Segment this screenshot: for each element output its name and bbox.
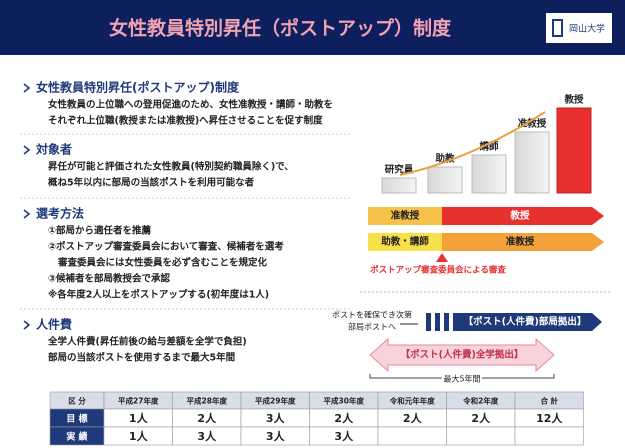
- table-header: 平成29年度: [255, 396, 296, 406]
- university-arrow: [369, 337, 555, 373]
- rank-bar: [471, 154, 507, 194]
- from-label: 准教授: [391, 210, 420, 222]
- table-value: 2人: [334, 411, 354, 425]
- rise-curve: [399, 111, 546, 176]
- from-label: 助教・講師: [381, 236, 429, 248]
- table-header: 令和2年度: [462, 396, 499, 406]
- table-header: 平成28年度: [187, 396, 228, 406]
- section-line: ②ポストアップ審査委員会において審査、候補者を選考: [48, 241, 284, 253]
- bullet-arrow: [23, 145, 31, 155]
- stripe: [444, 313, 449, 331]
- table-value: 3人: [334, 429, 354, 443]
- stripe: [426, 313, 431, 331]
- section-line: ※各年度2人以上をポストアップする(初年度は1人): [48, 289, 269, 301]
- section-line: 部局の当該ポストを使用するまで最大5年間: [48, 352, 235, 364]
- table-value: 1人: [129, 411, 149, 425]
- stripe: [435, 313, 440, 331]
- table-value: 12人: [536, 411, 563, 425]
- section-line: ①部局から適任者を推薦: [48, 225, 152, 237]
- rank-bar: [427, 166, 463, 194]
- transfer-line: ポストを確保でき次第: [332, 310, 412, 320]
- title: 女性教員特別昇任（ポストアップ）制度: [109, 17, 452, 40]
- sections: 女性教員特別昇任(ポストアップ)制度女性教員の上位職への登用促進のため、女性准教…: [20, 80, 350, 364]
- rank-label: 助教: [435, 153, 455, 165]
- table-header: 合 計: [540, 396, 558, 406]
- bullet-arrow: [23, 83, 31, 93]
- section-line: 概ね5年以内に部局の当該ポストを利用可能な者: [48, 177, 255, 189]
- logo-text: 岡山大学: [569, 23, 605, 35]
- table-value: 3人: [197, 429, 217, 443]
- to-label: 教授: [509, 210, 530, 222]
- pointer: [436, 253, 448, 262]
- section-heading: 女性教員特別昇任(ポストアップ)制度: [36, 80, 240, 95]
- section-line: それぞれ上位職(教授または准教授)へ昇任させることを促す制度: [48, 115, 323, 127]
- section-line: 昇任が可能と評価された女性教員(特別契約職員除く)で、: [48, 161, 294, 173]
- bullet-arrow: [23, 209, 31, 219]
- rank-bar: [556, 107, 592, 194]
- table-cell: [446, 426, 516, 446]
- rank-bars: 研究員 助教 講師 准教授 教授: [381, 94, 592, 194]
- section-line: 全学人件費(昇任前後の給与差額を全学で負担): [47, 336, 247, 348]
- review-note: ポストアップ審査委員会による審査: [370, 265, 506, 276]
- to-label: 准教授: [506, 236, 535, 248]
- table-value: 実 績: [66, 431, 87, 443]
- department-arrow: [453, 313, 602, 331]
- section-line: 女性教員の上位職への登用促進のため、女性准教授・講師・助教を: [48, 99, 333, 111]
- table-header: 区 分: [68, 396, 86, 406]
- table-header: 令和元年年度: [389, 396, 435, 406]
- table-value: 2人: [403, 411, 423, 425]
- table-value: 2人: [471, 411, 491, 425]
- header-band: [0, 0, 625, 55]
- funding-diagram: ポストを確保でき次第 部局ポストへ 【ポスト(人件費)部局拠出】 【ポスト(人件…: [332, 310, 602, 386]
- rank-bar: [514, 131, 550, 194]
- section-heading: 選考方法: [36, 206, 84, 221]
- section-line: ③候補者を部局教授会で承認: [48, 273, 171, 285]
- department-label: 【ポスト(人件費)部局拠出】: [464, 316, 587, 328]
- rank-label: 教授: [563, 94, 584, 106]
- rank-label: 准教授: [518, 118, 547, 130]
- period-label: 最大5年間: [443, 374, 480, 384]
- section-heading: 対象者: [35, 142, 72, 157]
- bullet-arrow: [23, 320, 31, 330]
- transfer-line: 部局ポストへ: [348, 322, 396, 332]
- period-bracket: [369, 374, 555, 379]
- table: 区 分 平成27年度 平成28年度 平成29年度 平成30年度 令和元年年度 令和2年度 合 …: [49, 391, 584, 446]
- rank-label: 研究員: [385, 164, 414, 176]
- promotion-diagram: 准教授 教授 助教・講師 准教授 ポストアップ審査委員会による審査: [368, 207, 604, 276]
- rank-label: 講師: [479, 141, 499, 153]
- section-line: 審査委員会には女性委員を必ず含むことを規定化: [57, 257, 268, 269]
- to-arrow: [442, 233, 604, 251]
- logo-icon: [552, 19, 563, 37]
- from-box: [368, 207, 442, 225]
- table-cell: [377, 426, 447, 446]
- table-header: 平成27年度: [118, 396, 159, 406]
- table-value: 2人: [197, 411, 217, 425]
- rank-bar: [381, 177, 417, 194]
- university-label: 【ポスト(人件費)全学拠出】: [401, 349, 524, 361]
- table-value: 目 標: [66, 413, 87, 425]
- table-header: 平成30年度: [324, 396, 365, 406]
- from-box: [368, 233, 442, 251]
- table-cell: [514, 426, 584, 446]
- section-heading: 人件費: [36, 317, 72, 332]
- logo-box: [546, 13, 612, 43]
- table-value: 3人: [266, 411, 286, 425]
- table-value: 3人: [266, 429, 286, 443]
- table-value: 1人: [129, 429, 149, 443]
- to-arrow: [442, 207, 604, 225]
